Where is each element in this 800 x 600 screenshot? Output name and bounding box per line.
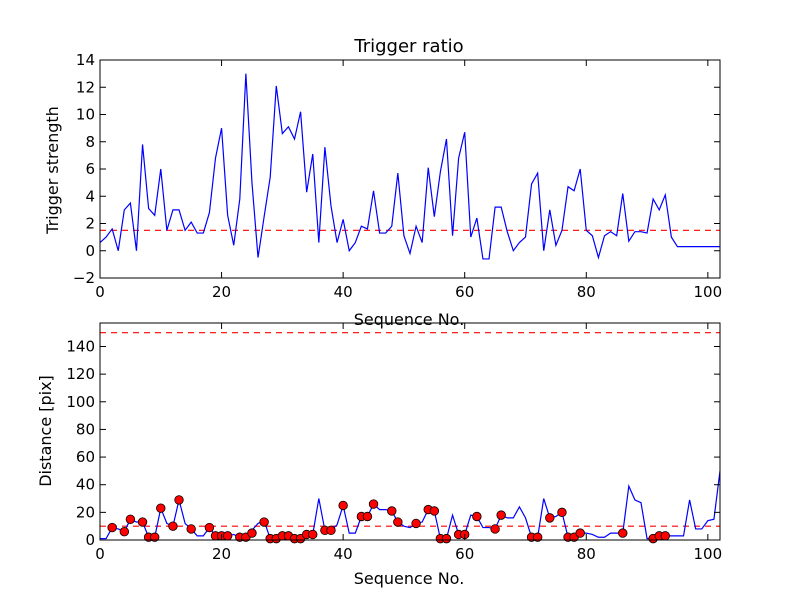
data-point-marker [156,503,166,513]
y-tick-label: 140 [66,337,95,355]
x-tick-label: 100 [694,283,723,301]
x-axis-label: Sequence No. [354,310,465,329]
distance-chart: Distance [pix] Sequence No. 0 20 40 60 80 100… [36,322,723,588]
plot-frame [99,322,721,541]
data-point-marker [618,528,628,538]
x-tick-label: 20 [212,545,231,563]
data-point-marker [168,521,178,531]
y-tick-label: 0 [85,531,95,549]
data-point-marker [222,531,233,541]
y-tick-label: 20 [76,503,95,521]
data-point-marker [362,511,373,522]
y-tick-label: 6 [85,160,95,178]
y-tick-label: 12 [76,78,95,96]
data-point-marker [326,525,336,536]
data-point-marker [411,518,421,529]
series-line [100,470,721,540]
data-point-marker [393,517,403,527]
data-point-marker [174,495,184,505]
chart-title: Trigger ratio [353,36,463,57]
data-point-marker [150,532,160,542]
x-tick-label: 100 [694,545,723,563]
trigger-ratio-chart: Trigger ratio Trigger strength Sequence … [43,36,722,329]
y-tick-label: 120 [66,365,95,383]
y-tick-label: 8 [85,133,95,151]
data-point-marker [490,524,500,534]
x-tick-label: 60 [455,283,474,301]
data-point-marker [532,532,543,542]
data-point-marker [496,510,506,520]
y-tick-label: 2 [85,215,95,233]
plot-frame [99,59,721,279]
data-point-marker [429,506,440,516]
x-tick-label: 20 [212,283,231,301]
data-point-marker [119,527,130,537]
y-tick-label: 100 [66,393,95,411]
data-point-marker [387,506,397,516]
x-tick-label: 40 [334,283,353,301]
y-axis-label: Distance [pix] [36,375,55,487]
x-tick-label: 0 [95,545,105,563]
series-line [99,73,720,260]
y-tick-label: 0 [85,242,95,260]
x-axis-label: Sequence No. [354,569,465,588]
data-point-marker [472,511,482,522]
data-point-marker [575,528,585,538]
data-point-marker [557,507,567,518]
y-tick-label: 80 [76,420,95,438]
y-tick-label: 60 [76,448,95,466]
x-tick-label: 80 [577,545,596,563]
y-tick-label: 40 [76,476,95,494]
x-tick-label: 80 [577,283,596,301]
data-point-marker [186,524,196,534]
data-point-marker [137,517,148,527]
y-tick-label: 10 [76,106,95,124]
y-tick-label: 14 [76,51,95,69]
data-point-marker [247,528,257,538]
data-point-marker [338,500,348,511]
y-axis-label: Trigger strength [43,106,62,235]
data-point-marker [107,522,117,533]
data-point-marker [125,514,136,524]
x-tick-label: 40 [334,545,353,563]
data-point-marker [259,517,269,527]
data-point-marker [308,529,318,540]
data-point-marker [441,533,452,544]
x-tick-label: 60 [455,545,474,563]
data-point-marker [368,499,379,509]
data-point-marker [660,531,670,541]
y-tick-label: 4 [85,187,95,205]
data-point-marker [545,513,555,523]
y-tick-label: −2 [73,269,95,287]
x-tick-label: 0 [95,283,105,301]
data-point-marker [204,522,215,533]
